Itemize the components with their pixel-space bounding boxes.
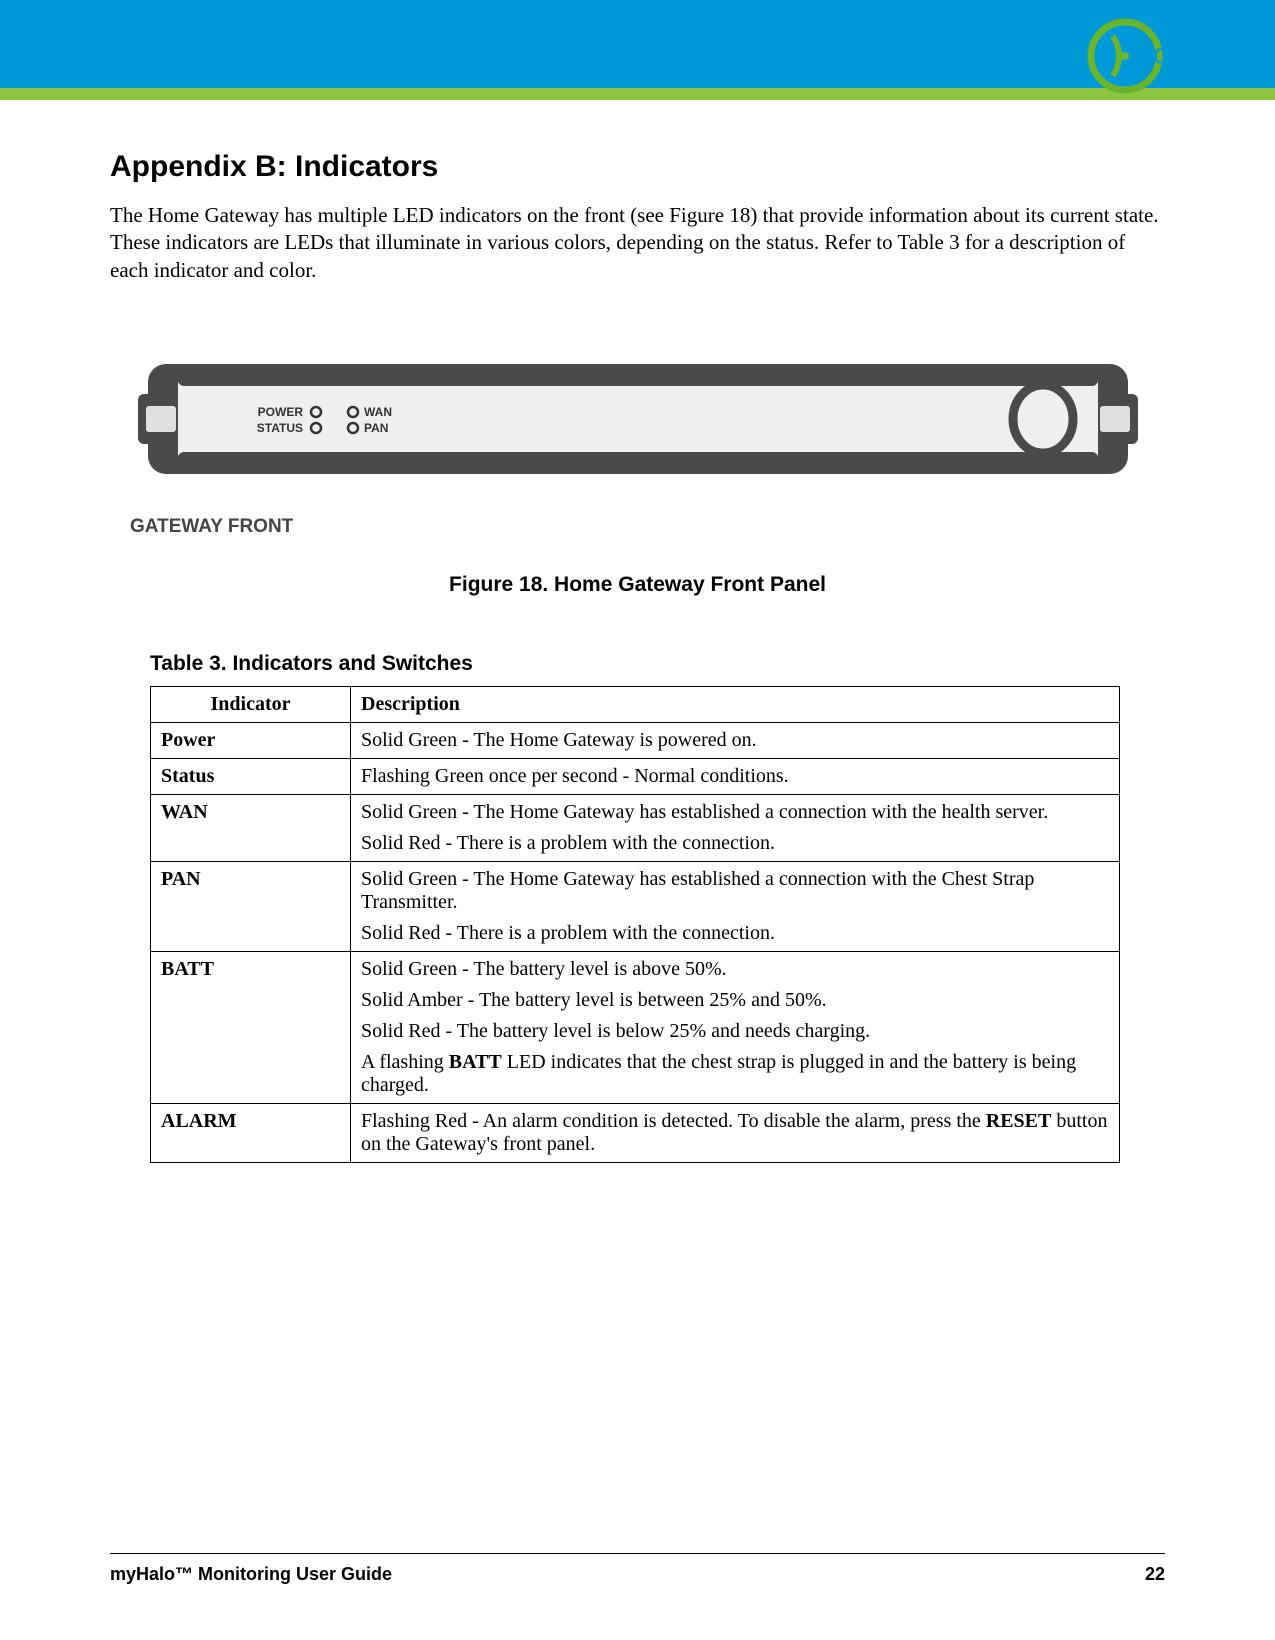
description-line: Flashing Green once per second - Normal … (361, 765, 1109, 788)
label-wan: WAN (364, 405, 392, 419)
table-row: WAN Solid Green - The Home Gateway has es… (151, 794, 1120, 861)
intro-paragraph: The Home Gateway has multiple LED indica… (110, 202, 1165, 284)
table-row: Power Solid Green - The Home Gateway is p… (151, 722, 1120, 758)
device-top-trim (178, 374, 1098, 386)
indicator-name: WAN (151, 794, 351, 861)
description-line: Solid Green - The Home Gateway has estab… (361, 801, 1109, 824)
gateway-front-illustration: POWER STATUS WAN PAN (138, 324, 1138, 524)
indicator-name: Power (151, 722, 351, 758)
label-pan: PAN (364, 421, 388, 435)
footer-page-number: 22 (1145, 1564, 1165, 1585)
gateway-front-label: GATEWAY FRONT (130, 516, 1165, 538)
indicator-description: Solid Green - The battery level is above… (351, 951, 1120, 1103)
indicator-description: Solid Green - The Home Gateway has estab… (351, 794, 1120, 861)
table-row: ALARMFlashing Red - An alarm condition i… (151, 1103, 1120, 1162)
indicator-description: Solid Green - The Home Gateway is powere… (351, 722, 1120, 758)
indicators-table: Indicator Description Power Solid Green -… (150, 686, 1120, 1163)
description-line: Solid Amber - The battery level is betwe… (361, 989, 1109, 1012)
table-row: Status Flashing Green once per second - N… (151, 758, 1120, 794)
page-title: Appendix B: Indicators (110, 150, 1165, 184)
table-header-row: Indicator Description (151, 686, 1120, 722)
description-line: Solid Red - The battery level is below 2… (361, 1020, 1109, 1043)
description-line: Solid Green - The Home Gateway is powere… (361, 729, 1109, 752)
description-line: Solid Green - The Home Gateway has estab… (361, 868, 1109, 914)
table-row: PANSolid Green - The Home Gateway has es… (151, 861, 1120, 951)
table-caption: Table 3. Indicators and Switches (150, 652, 1165, 676)
indicator-name: ALARM (151, 1103, 351, 1162)
device-figure: POWER STATUS WAN PAN GATEWAY FRONT (110, 324, 1165, 538)
label-power: POWER (257, 405, 303, 419)
table-row: BATT Solid Green - The battery level is a… (151, 951, 1120, 1103)
indicator-description: Flashing Green once per second - Normal … (351, 758, 1120, 794)
description-line: Flashing Red - An alarm condition is det… (361, 1110, 1109, 1156)
indicator-description: Solid Green - The Home Gateway has estab… (351, 861, 1120, 951)
indicator-name: Status (151, 758, 351, 794)
logo-text-right: onitoring (1153, 38, 1255, 69)
footer-title: myHalo™ Monitoring User Guide (110, 1564, 392, 1585)
logo-tm: ™ (1243, 40, 1253, 51)
logo-dot-icon (1121, 52, 1129, 60)
col-header-indicator: Indicator (151, 686, 351, 722)
page-footer: myHalo™ Monitoring User Guide 22 (110, 1553, 1165, 1585)
device-face (178, 374, 1098, 464)
device-right-slot (1100, 406, 1130, 432)
indicator-name: PAN (151, 861, 351, 951)
logo-swoosh-icon (1113, 36, 1119, 76)
description-line: Solid Green - The battery level is above… (361, 958, 1109, 981)
description-line: Solid Red - There is a problem with the … (361, 832, 1109, 855)
logo-text-left: halo (1042, 38, 1095, 69)
page-content: Appendix B: Indicators The Home Gateway … (0, 100, 1275, 1163)
description-line: Solid Red - There is a problem with the … (361, 922, 1109, 945)
indicator-description: Flashing Red - An alarm condition is det… (351, 1103, 1120, 1162)
indicator-name: BATT (151, 951, 351, 1103)
brand-logo: halo onitoring ™ (1025, 8, 1255, 103)
device-left-slot (146, 406, 176, 432)
figure-caption: Figure 18. Home Gateway Front Panel (110, 573, 1165, 597)
col-header-description: Description (351, 686, 1120, 722)
label-status: STATUS (256, 421, 302, 435)
description-line: A flashing BATT LED indicates that the c… (361, 1051, 1109, 1097)
device-bottom-trim (178, 452, 1098, 464)
